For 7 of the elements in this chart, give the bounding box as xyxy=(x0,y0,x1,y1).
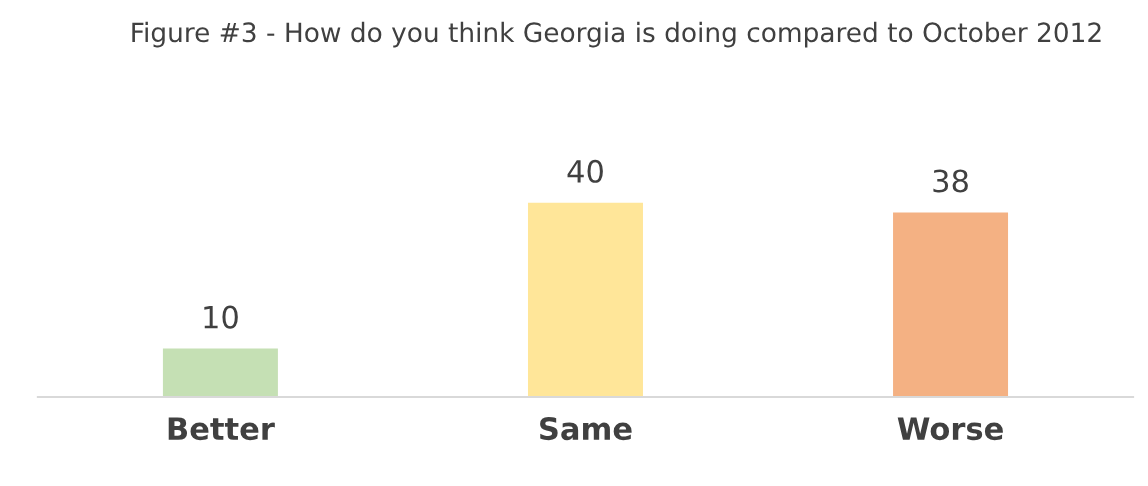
chart-title: Figure #3 - How do you think Georgia is doing compared to October 2012 xyxy=(132,21,1101,48)
x-tick-label: Worse xyxy=(897,417,1003,441)
x-tick-label: Same xyxy=(540,417,632,441)
data-label: 40 xyxy=(567,159,603,183)
data-label: 38 xyxy=(933,169,968,193)
data-label: 10 xyxy=(204,305,238,329)
x-tick-label: Better xyxy=(168,417,275,441)
